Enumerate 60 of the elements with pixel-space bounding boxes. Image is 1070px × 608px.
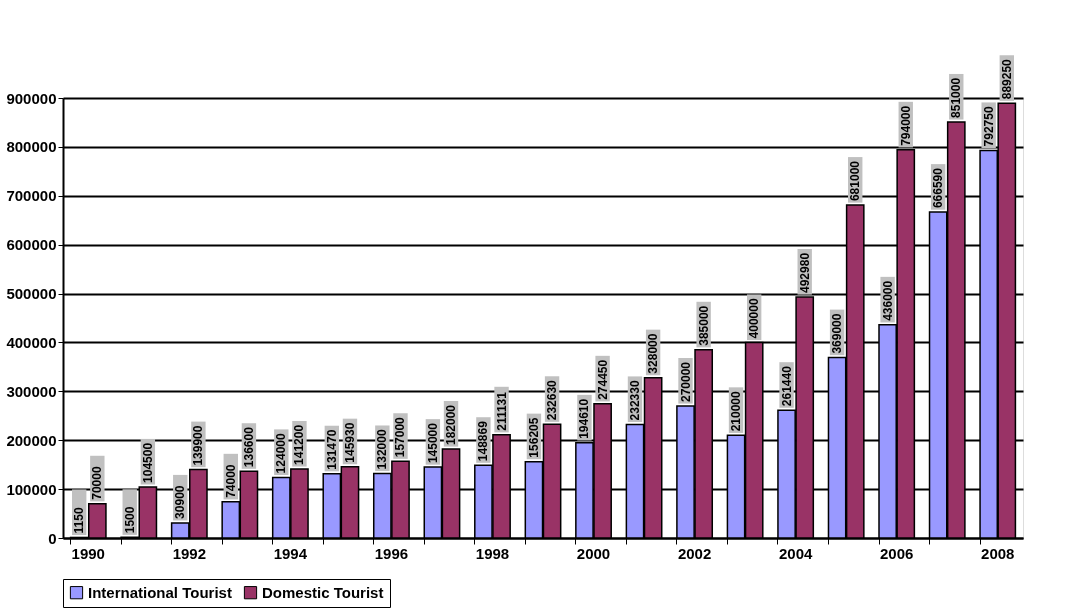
data-label: 210000 <box>729 390 744 432</box>
y-tick-label: 500000 <box>6 285 57 303</box>
x-tick-label: 2002 <box>677 544 712 562</box>
data-label: 369000 <box>830 313 845 354</box>
data-label: 232630 <box>545 379 560 421</box>
y-tick-label: 400000 <box>6 333 57 351</box>
x-tick-label: 1996 <box>374 544 409 562</box>
data-label: 145000 <box>425 422 440 464</box>
data-label: 274450 <box>595 359 610 400</box>
data-label: 136600 <box>241 426 256 468</box>
y-tick-label: 600000 <box>6 236 57 254</box>
data-label: 681000 <box>848 160 863 202</box>
data-label: 104500 <box>140 442 155 483</box>
data-label: 211131 <box>494 391 509 431</box>
data-label: 148869 <box>476 420 491 462</box>
data-label: 889250 <box>999 58 1014 100</box>
data-label: 794000 <box>898 105 913 146</box>
y-tick-label: 700000 <box>6 187 57 205</box>
data-label: 182000 <box>444 404 459 446</box>
data-label: 436000 <box>880 280 895 321</box>
data-label: 385000 <box>696 305 711 346</box>
y-tick-label: 900000 <box>6 89 57 107</box>
x-tick-label: 1998 <box>475 544 510 562</box>
data-label: 270000 <box>678 361 693 402</box>
data-label: 851000 <box>949 77 964 118</box>
data-label: 132000 <box>375 429 390 470</box>
legend-label: International Tourist <box>88 583 232 601</box>
x-tick-label: 1994 <box>273 544 308 562</box>
x-tick-label: 2008 <box>981 544 1015 562</box>
data-label: 400000 <box>747 298 762 339</box>
data-label: 194610 <box>577 398 592 439</box>
data-label: 666590 <box>931 167 946 209</box>
data-label: 328000 <box>646 333 661 374</box>
data-label: 1150 <box>72 507 87 534</box>
y-tick-label: 800000 <box>6 138 57 156</box>
data-label: 792750 <box>981 106 996 147</box>
data-label: 30900 <box>173 485 188 519</box>
data-label: 141200 <box>292 424 307 465</box>
data-label: 156205 <box>526 417 541 458</box>
data-label: 124000 <box>274 433 289 474</box>
data-label: 232330 <box>627 380 642 421</box>
data-label: 1500 <box>122 506 137 534</box>
x-tick-label: 2000 <box>576 544 611 562</box>
data-label: 70000 <box>90 466 105 500</box>
y-tick-label: 300000 <box>6 382 57 400</box>
x-tick-label: 2006 <box>880 544 914 562</box>
y-tick-label: 200000 <box>6 431 57 449</box>
data-label: 131470 <box>324 429 339 470</box>
data-label: 139900 <box>191 425 206 466</box>
y-tick-label: 0 <box>48 529 57 547</box>
x-tick-label: 2004 <box>778 544 813 562</box>
x-tick-label: 1990 <box>71 544 105 562</box>
x-tick-label: 1992 <box>172 544 206 562</box>
data-label: 74000 <box>223 464 238 498</box>
data-label: 145930 <box>342 422 357 463</box>
data-label: 492980 <box>797 252 812 293</box>
data-label: 157000 <box>393 416 408 458</box>
legend-label: Domestic Tourist <box>262 583 384 601</box>
data-label: 261440 <box>779 365 794 407</box>
y-tick-label: 100000 <box>6 480 57 498</box>
